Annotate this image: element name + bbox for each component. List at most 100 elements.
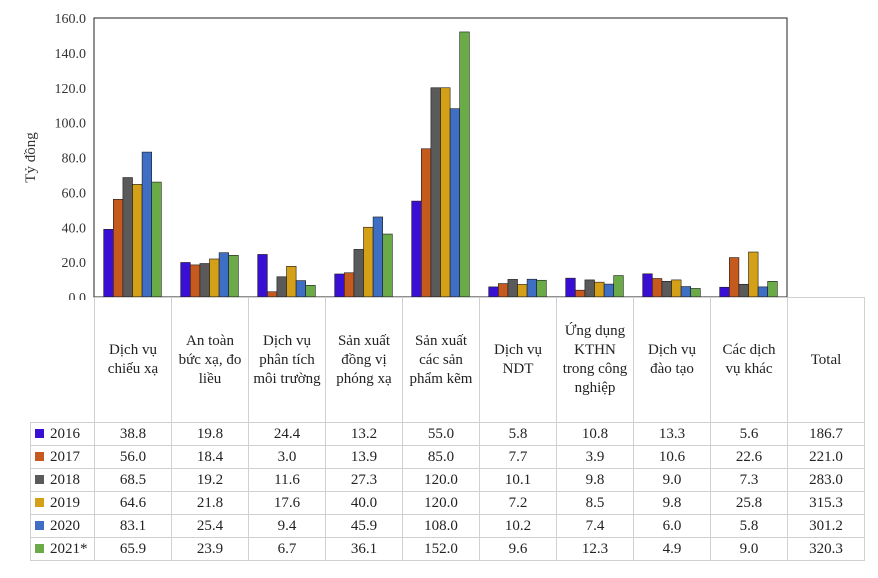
table-row: 2018 68.5 19.2 11.6 27.3 120.0 10.1 9.8 9.0 7.3 28… — [30, 468, 865, 492]
value-cell: 5.8 — [479, 422, 557, 446]
y-tick-label: 140.0 — [55, 47, 87, 62]
bar-2017-cat-8 — [651, 278, 663, 298]
bar-2019-cat-2 — [209, 258, 220, 298]
table-header-row: Dịch vụ chiếu xạ An toàn bức xạ, đo liều D… — [30, 297, 865, 423]
bar-2019-cat-9 — [748, 251, 759, 298]
value-cell: 3.0 — [248, 445, 326, 469]
value-cell: 6.0 — [633, 514, 711, 538]
value-cell: 24.4 — [248, 422, 326, 446]
value-cell: 19.8 — [171, 422, 249, 446]
category-label: Các dịch vụ khác — [710, 297, 788, 423]
category-label: An toàn bức xạ, đo liều — [171, 297, 249, 423]
bar-2020-cat-9 — [757, 286, 768, 298]
legend-entry: 2020 — [30, 514, 95, 538]
bar-2021-cat-3 — [305, 285, 316, 298]
category-label: Sản xuất đồng vị phóng xạ — [325, 297, 403, 423]
value-cell: 9.8 — [556, 468, 634, 492]
legend-entry: 2021* — [30, 537, 95, 561]
y-tick-label: 100.0 — [55, 117, 87, 132]
bar-2021-cat-9 — [767, 281, 778, 298]
value-cell: 22.6 — [710, 445, 788, 469]
y-tick-label: 160.0 — [55, 12, 87, 27]
legend-key — [35, 429, 44, 438]
legend-entry: 2019 — [30, 491, 95, 515]
data-table: Dịch vụ chiếu xạ An toàn bức xạ, đo liều D… — [30, 297, 865, 561]
value-cell: 21.8 — [171, 491, 249, 515]
bar-2018-cat-5 — [430, 87, 441, 298]
bar-2021-cat-7 — [613, 275, 624, 298]
value-cell: 9.4 — [248, 514, 326, 538]
value-cell: 27.3 — [325, 468, 403, 492]
value-cell: 13.2 — [325, 422, 403, 446]
bars — [103, 31, 778, 298]
value-cell: 38.8 — [94, 422, 172, 446]
bar-2019-cat-1 — [132, 184, 143, 298]
value-cell: 6.7 — [248, 537, 326, 561]
bar-2016-cat-5 — [411, 200, 422, 298]
value-cell: 85.0 — [402, 445, 480, 469]
bar-2020-cat-5 — [449, 108, 461, 298]
value-cell: 9.8 — [633, 491, 711, 515]
legend-key — [35, 544, 44, 553]
value-cell: 40.0 — [325, 491, 403, 515]
bar-2019-cat-5 — [440, 87, 451, 298]
legend-key — [35, 475, 44, 484]
value-cell: 4.9 — [633, 537, 711, 561]
bar-2021-cat-2 — [228, 255, 239, 298]
value-cell: 17.6 — [248, 491, 326, 515]
bar-2020-cat-1 — [141, 151, 153, 298]
value-cell: 5.6 — [710, 422, 788, 446]
value-cell: 36.1 — [325, 537, 403, 561]
value-cell: 152.0 — [402, 537, 480, 561]
bar-2021-cat-6 — [536, 279, 547, 298]
value-cell: 25.4 — [171, 514, 249, 538]
bar-2018-cat-3 — [276, 276, 287, 298]
bar-2018-cat-9 — [738, 283, 749, 298]
value-cell: 108.0 — [402, 514, 480, 538]
value-cell: 12.3 — [556, 537, 634, 561]
total-cell: 186.7 — [787, 422, 865, 446]
legend-key — [35, 452, 44, 461]
bar-2016-cat-2 — [180, 262, 191, 298]
legend-entry: 2018 — [30, 468, 95, 492]
bar-2020-cat-4 — [372, 216, 384, 298]
bar-2017-cat-2 — [190, 264, 201, 298]
value-cell: 19.2 — [171, 468, 249, 492]
series-name: 2019 — [50, 495, 80, 511]
value-cell: 7.2 — [479, 491, 557, 515]
total-cell: 301.2 — [787, 514, 865, 538]
bar-2021-cat-1 — [151, 181, 162, 298]
value-cell: 56.0 — [94, 445, 172, 469]
value-cell: 10.2 — [479, 514, 557, 538]
value-cell: 9.6 — [479, 537, 557, 561]
category-label: Dịch vụ đào tạo — [633, 297, 711, 423]
value-cell: 7.7 — [479, 445, 557, 469]
value-cell: 65.9 — [94, 537, 172, 561]
bar-2021-cat-5 — [459, 31, 470, 298]
bar-2020-cat-2 — [218, 252, 230, 298]
bar-2020-cat-3 — [295, 280, 307, 298]
bar-2016-cat-4 — [334, 273, 345, 298]
value-cell: 11.6 — [248, 468, 326, 492]
bar-2016-cat-6 — [488, 286, 499, 298]
bar-2017-cat-9 — [728, 257, 740, 298]
total-cell: 221.0 — [787, 445, 865, 469]
value-cell: 10.8 — [556, 422, 634, 446]
value-cell: 120.0 — [402, 468, 480, 492]
table-corner-cell — [30, 297, 95, 423]
bar-2016-cat-8 — [642, 273, 653, 298]
value-cell: 9.0 — [633, 468, 711, 492]
bar-2016-cat-9 — [719, 286, 730, 298]
table-row: 2016 38.8 19.8 24.4 13.2 55.0 5.8 10.8 13.3 5.6 18… — [30, 422, 865, 446]
bar-2018-cat-7 — [584, 279, 595, 298]
bar-2016-cat-7 — [565, 277, 576, 298]
value-cell: 8.5 — [556, 491, 634, 515]
value-cell: 83.1 — [94, 514, 172, 538]
bar-2017-cat-4 — [343, 272, 355, 298]
value-cell: 120.0 — [402, 491, 480, 515]
bar-2021-cat-4 — [382, 233, 393, 298]
bar-2019-cat-8 — [671, 279, 682, 298]
legend-key — [35, 521, 44, 530]
value-cell: 25.8 — [710, 491, 788, 515]
bar-2018-cat-4 — [353, 249, 364, 298]
